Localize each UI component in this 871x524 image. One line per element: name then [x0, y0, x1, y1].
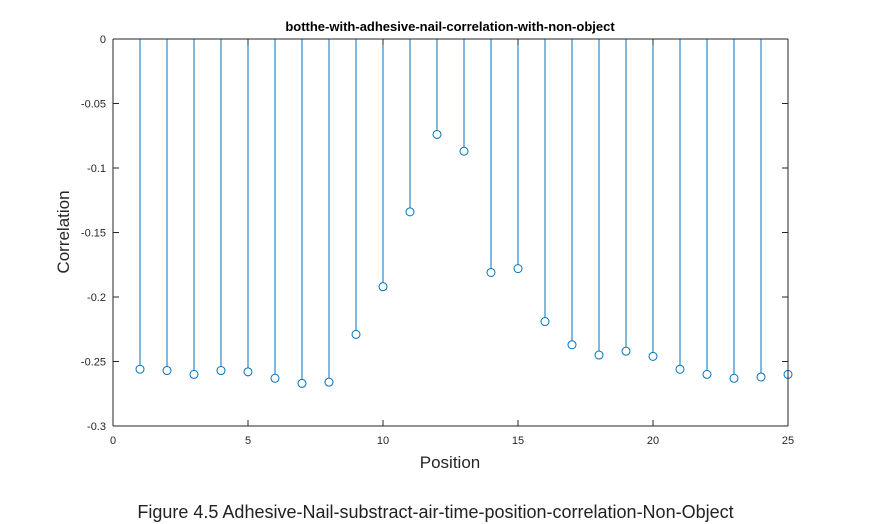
y-tick-label: -0.05 [81, 99, 106, 111]
stem-series [135, 39, 793, 388]
y-tick-label: 0 [100, 34, 106, 46]
x-tick-label: 5 [245, 435, 251, 447]
y-tick-label: -0.15 [81, 228, 106, 240]
stem-marker [135, 364, 145, 374]
stem-marker [189, 369, 199, 379]
stem-marker [621, 346, 631, 356]
stem-marker [648, 351, 658, 361]
x-tick-label: 25 [782, 435, 794, 447]
stem-marker [297, 378, 307, 388]
stem-marker [486, 267, 496, 277]
stem-marker [513, 264, 523, 274]
stem-marker [405, 207, 415, 217]
y-tick-label: -0.3 [87, 421, 106, 433]
x-tick-label: 20 [647, 435, 659, 447]
x-tick-label: 15 [512, 435, 524, 447]
stem-marker [702, 369, 712, 379]
stem-marker [729, 373, 739, 383]
y-tick-label: -0.25 [81, 357, 106, 369]
y-axis-label: Correlation [54, 190, 73, 273]
figure-caption: Figure 4.5 Adhesive-Nail-substract-air-t… [137, 502, 734, 522]
stem-marker [324, 377, 334, 387]
stem-marker [756, 372, 766, 382]
stem-marker [351, 329, 361, 339]
stem-marker [243, 367, 253, 377]
y-ticks: 0 -0.05 -0.1 -0.15 -0.2 -0.25 -0.3 [81, 34, 788, 433]
stem-marker [378, 282, 388, 292]
y-tick-label: -0.2 [87, 292, 106, 304]
x-axis-label: Position [420, 453, 480, 472]
stem-chart: 0 5 10 15 20 25 0-0.05-0.1-0.15-0.2-0.25-0.3 … [54, 19, 794, 472]
stem-marker [270, 373, 280, 383]
stem-marker [216, 366, 226, 376]
stem-marker [432, 129, 442, 139]
stem-marker [594, 350, 604, 360]
stem-marker [675, 364, 685, 374]
x-ticks: 0 5 10 15 20 25 [110, 39, 794, 447]
stem-marker [567, 340, 577, 350]
y-tick-label: -0.1 [87, 163, 106, 175]
stem-marker [459, 146, 469, 156]
x-tick-label: 10 [377, 435, 389, 447]
stem-marker [540, 317, 550, 327]
chart-title: botthe-with-adhesive-nail-correlation-wi… [285, 19, 615, 34]
x-tick-label: 0 [110, 435, 116, 447]
stem-marker [162, 366, 172, 376]
